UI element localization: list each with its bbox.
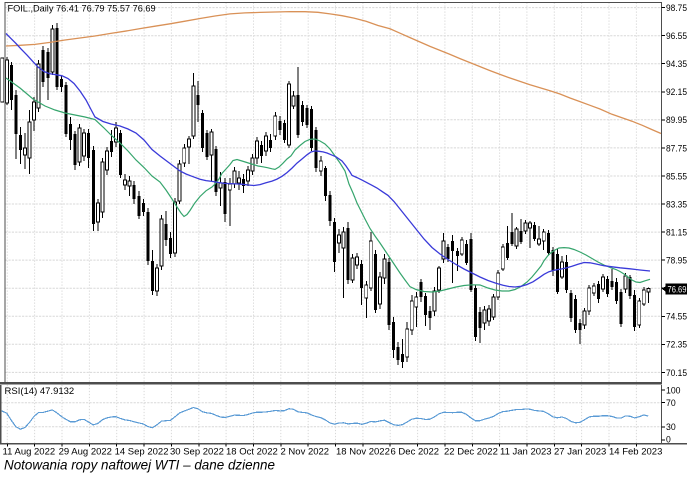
svg-text:92.15: 92.15 [666,87,687,98]
svg-text:76.69: 76.69 [668,284,687,295]
svg-text:81.15: 81.15 [666,228,687,239]
svg-text:11 Jan 2023: 11 Jan 2023 [500,446,552,457]
svg-text:Notowania ropy naftowej WTI –: Notowania ropy naftowej WTI – dane dzien… [4,458,275,473]
svg-text:98.75: 98.75 [666,3,687,14]
svg-text:RSI(14) 47.9132: RSI(14) 47.9132 [5,386,75,397]
svg-text:30 Sep 2022: 30 Sep 2022 [170,446,224,457]
svg-text:0: 0 [666,435,671,446]
svg-text:FOIL.,Daily 76.41 76.79 75.57: FOIL.,Daily 76.41 76.79 75.57 76.69 [8,4,156,14]
svg-text:27 Jan 2023: 27 Jan 2023 [554,446,606,457]
svg-text:6 Dec 2022: 6 Dec 2022 [391,446,440,457]
svg-text:18 Oct 2022: 18 Oct 2022 [226,446,278,457]
svg-text:30: 30 [666,422,676,433]
svg-text:18 Nov 2022: 18 Nov 2022 [336,446,390,457]
svg-text:70: 70 [666,398,676,409]
svg-text:2 Nov 2022: 2 Nov 2022 [281,446,330,457]
svg-text:96.55: 96.55 [666,31,687,42]
svg-text:11 Aug 2022: 11 Aug 2022 [3,446,56,457]
svg-text:72.35: 72.35 [666,340,687,351]
svg-text:83.35: 83.35 [666,199,687,210]
svg-text:100: 100 [666,385,681,396]
svg-text:89.95: 89.95 [666,115,687,126]
svg-text:94.35: 94.35 [666,59,687,70]
svg-text:74.55: 74.55 [666,312,687,323]
svg-text:87.75: 87.75 [666,143,687,154]
svg-text:14 Feb 2023: 14 Feb 2023 [609,446,662,457]
svg-text:85.55: 85.55 [666,171,687,182]
svg-text:14 Sep 2022: 14 Sep 2022 [115,446,169,457]
svg-text:22 Dec 2022: 22 Dec 2022 [444,446,498,457]
svg-text:78.95: 78.95 [666,256,687,267]
svg-text:70.15: 70.15 [666,368,687,379]
svg-text:29 Aug 2022: 29 Aug 2022 [59,446,112,457]
